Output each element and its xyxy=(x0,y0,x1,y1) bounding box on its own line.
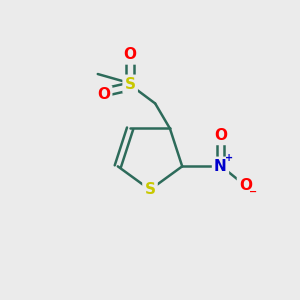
Text: O: O xyxy=(239,178,252,193)
Text: O: O xyxy=(124,47,137,62)
Text: O: O xyxy=(97,87,110,102)
Text: S: S xyxy=(125,77,136,92)
Text: +: + xyxy=(225,153,233,163)
Text: −: − xyxy=(249,186,257,197)
Text: O: O xyxy=(214,128,227,143)
Text: S: S xyxy=(145,182,155,197)
Text: N: N xyxy=(214,159,227,174)
